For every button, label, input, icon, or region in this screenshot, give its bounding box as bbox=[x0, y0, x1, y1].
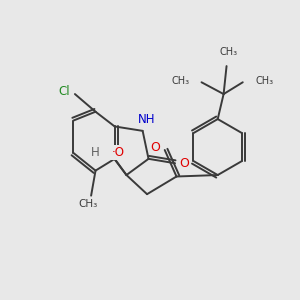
Text: CH₃: CH₃ bbox=[255, 76, 273, 86]
Text: H: H bbox=[91, 146, 100, 159]
Text: Cl: Cl bbox=[58, 85, 70, 98]
Text: CH₃: CH₃ bbox=[220, 47, 238, 57]
Text: ·O: ·O bbox=[112, 146, 125, 159]
Text: O: O bbox=[150, 141, 160, 154]
Text: CH₃: CH₃ bbox=[171, 76, 189, 86]
Text: NH: NH bbox=[137, 113, 155, 126]
Text: O: O bbox=[179, 157, 189, 170]
Text: CH₃: CH₃ bbox=[79, 200, 98, 209]
